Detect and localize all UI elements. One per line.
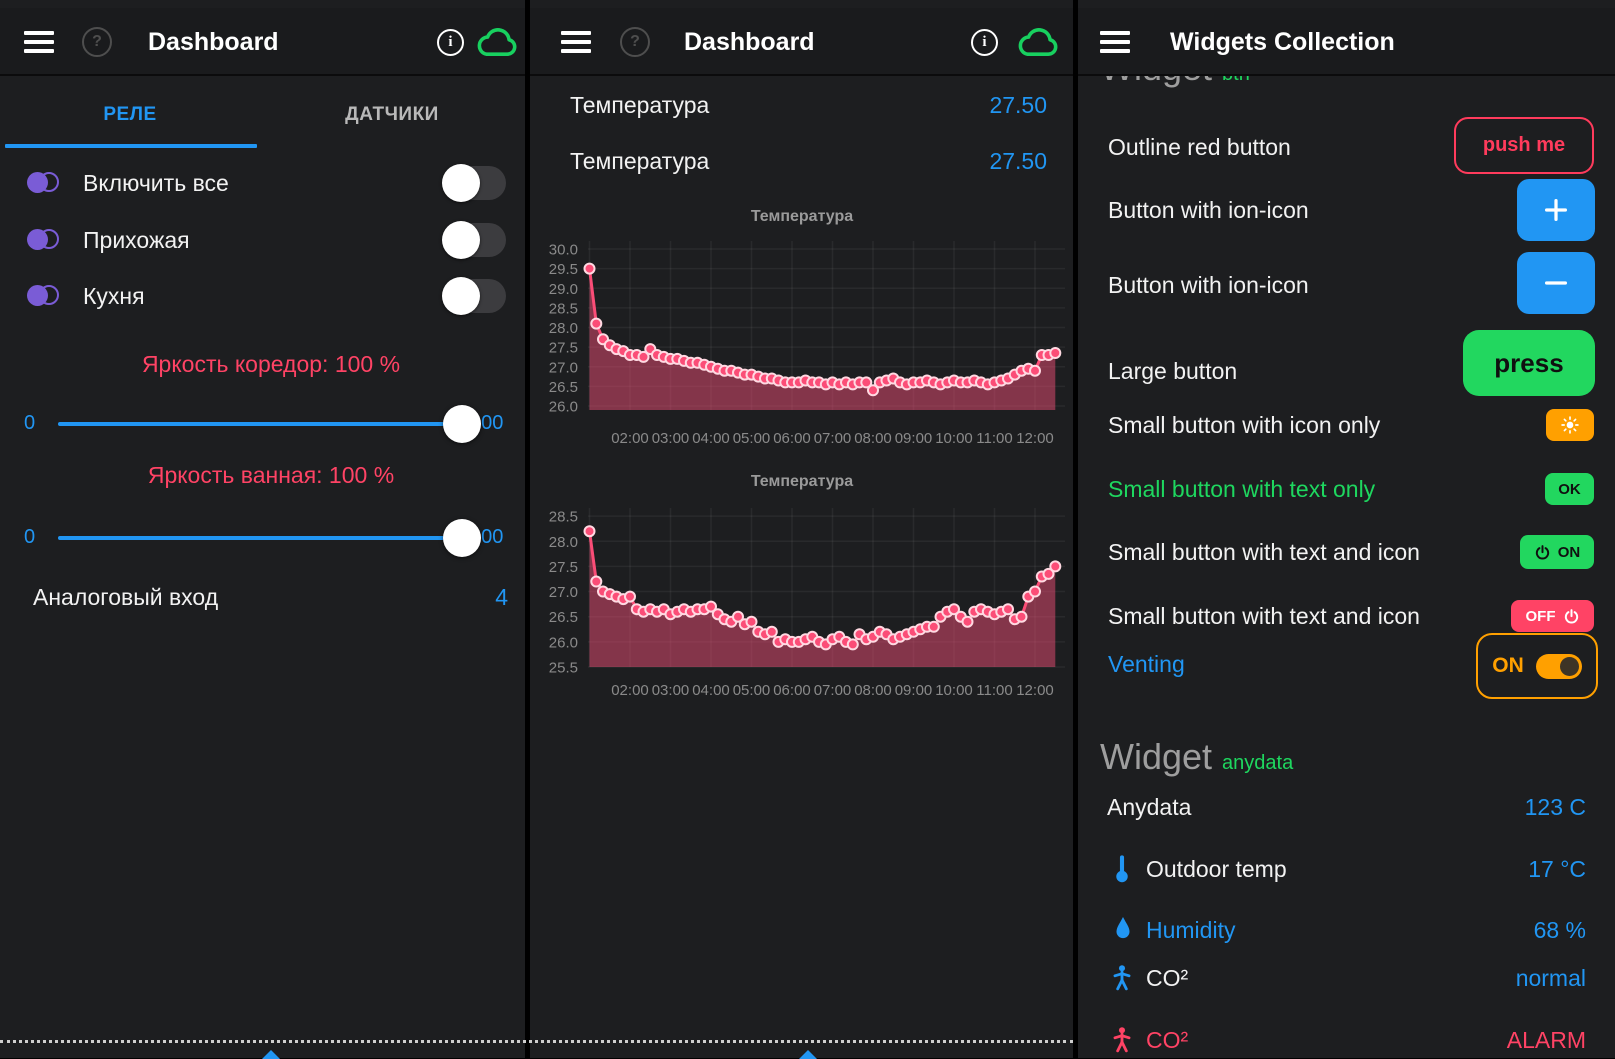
help-icon[interactable]: ? <box>620 27 650 57</box>
venting-label: Venting <box>1108 651 1185 677</box>
data-row-label: CO² <box>1146 965 1189 991</box>
data-row-value: ALARM <box>1506 1027 1586 1053</box>
left-panel-background <box>0 0 525 1058</box>
heading-main: Widget <box>1100 736 1213 777</box>
widget-row-label: Button with ion-icon <box>1108 272 1309 298</box>
minus-icon <box>1545 281 1567 285</box>
person-icon <box>1113 1027 1131 1053</box>
analog-input-value: 4 <box>495 584 508 610</box>
right-header-bar <box>1078 8 1615 76</box>
on-button[interactable]: ON <box>1520 535 1594 569</box>
venting-toggle-switch-icon <box>1535 653 1582 679</box>
widget-row-label: Small button with text and icon <box>1108 603 1420 629</box>
person-icon <box>1113 965 1131 991</box>
cloud-status-icon <box>477 28 517 56</box>
switch-row-label: Прихожая <box>83 227 190 253</box>
slider-min-label: 0 <box>24 412 36 434</box>
brightness-slider-corridor[interactable] <box>58 422 448 426</box>
plus-button[interactable] <box>1517 179 1595 241</box>
data-row-label: Anydata <box>1107 794 1192 820</box>
info-icon[interactable]: i <box>971 29 998 56</box>
menu-icon[interactable] <box>561 31 591 53</box>
power-icon <box>1535 544 1549 559</box>
venting-toggle[interactable]: ON <box>1476 633 1598 699</box>
page-title: Dashboard <box>684 28 815 56</box>
active-tab-underline <box>5 144 257 148</box>
relay-icon <box>27 229 61 250</box>
widget-row-label: Outline red button <box>1108 134 1291 160</box>
switch-row-label: Кухня <box>83 283 145 309</box>
data-row-value: 123 C <box>1524 794 1586 820</box>
bottom-dotted-divider <box>0 1040 1073 1043</box>
analog-input-label: Аналоговый вход <box>33 584 219 610</box>
middle-panel-background <box>530 0 1073 1058</box>
clipped-blue-icon <box>799 1050 817 1059</box>
slider-label-bathroom: Яркость ванная: 100 % <box>147 462 395 488</box>
data-row-value: 17 °C <box>1528 856 1586 882</box>
cloud-status-icon <box>1018 28 1058 56</box>
clipped-blue-icon <box>262 1050 280 1059</box>
tab-datchiki[interactable]: ДАТЧИКИ <box>345 104 439 125</box>
page-title: Widgets Collection <box>1170 28 1395 56</box>
push-me-button[interactable]: push me <box>1454 117 1594 174</box>
press-button[interactable]: press <box>1463 330 1595 396</box>
tab-rele[interactable]: РЕЛЕ <box>103 104 157 125</box>
water-drop-icon <box>1116 917 1130 939</box>
right-panel-background <box>1078 0 1615 1058</box>
venting-toggle-label: ON <box>1492 654 1524 677</box>
toggle-switch-hallway[interactable] <box>442 221 506 259</box>
data-row-label: CO² <box>1146 1027 1189 1053</box>
data-row-value: normal <box>1515 965 1586 991</box>
on-button-label: ON <box>1557 543 1581 561</box>
menu-icon[interactable] <box>1100 31 1130 53</box>
widget-row-label: Small button with text only <box>1108 476 1376 502</box>
relay-icon <box>27 172 61 193</box>
data-row-label: Humidity <box>1146 917 1236 943</box>
slider-thumb[interactable] <box>443 405 481 443</box>
widget-row-label: Small button with text and icon <box>1108 539 1420 565</box>
help-icon[interactable]: ? <box>82 27 112 57</box>
temperature-row-value: 27.50 <box>989 92 1047 118</box>
minus-button[interactable] <box>1517 252 1595 314</box>
widget-anydata-heading: Widget anydata <box>1100 736 1293 778</box>
data-row-value: 68 % <box>1533 917 1586 943</box>
slider-label-corridor: Яркость коредор: 100 % <box>141 351 401 377</box>
temperature-row-value: 27.50 <box>989 148 1047 174</box>
brightness-slider-bathroom[interactable] <box>58 536 448 540</box>
sun-button[interactable] <box>1546 409 1594 441</box>
temperature-row-label: Температура <box>570 92 710 118</box>
info-icon[interactable]: i <box>437 29 464 56</box>
heading-suffix: anydata <box>1222 752 1294 774</box>
off-button[interactable]: OFF <box>1511 600 1594 632</box>
slider-thumb[interactable] <box>443 519 481 557</box>
power-icon <box>1564 608 1578 623</box>
page-title: Dashboard <box>148 28 279 56</box>
switch-row-label: Включить все <box>83 170 229 196</box>
thermometer-icon <box>1116 855 1128 883</box>
slider-min-label: 0 <box>24 526 36 548</box>
plus-icon <box>1545 199 1567 221</box>
toggle-switch-kitchen[interactable] <box>442 277 506 315</box>
widget-row-label: Small button with icon only <box>1108 412 1381 438</box>
data-row-label: Outdoor temp <box>1146 856 1287 882</box>
sun-icon <box>1561 416 1579 434</box>
off-button-label: OFF <box>1525 607 1556 625</box>
widget-row-label: Large button <box>1108 358 1238 384</box>
temperature-row-label: Температура <box>570 148 710 174</box>
widget-row-label: Button with ion-icon <box>1108 197 1309 223</box>
relay-icon <box>27 285 61 306</box>
toggle-switch-all[interactable] <box>442 164 506 202</box>
ok-button[interactable]: OK <box>1545 473 1594 505</box>
menu-icon[interactable] <box>24 31 54 53</box>
